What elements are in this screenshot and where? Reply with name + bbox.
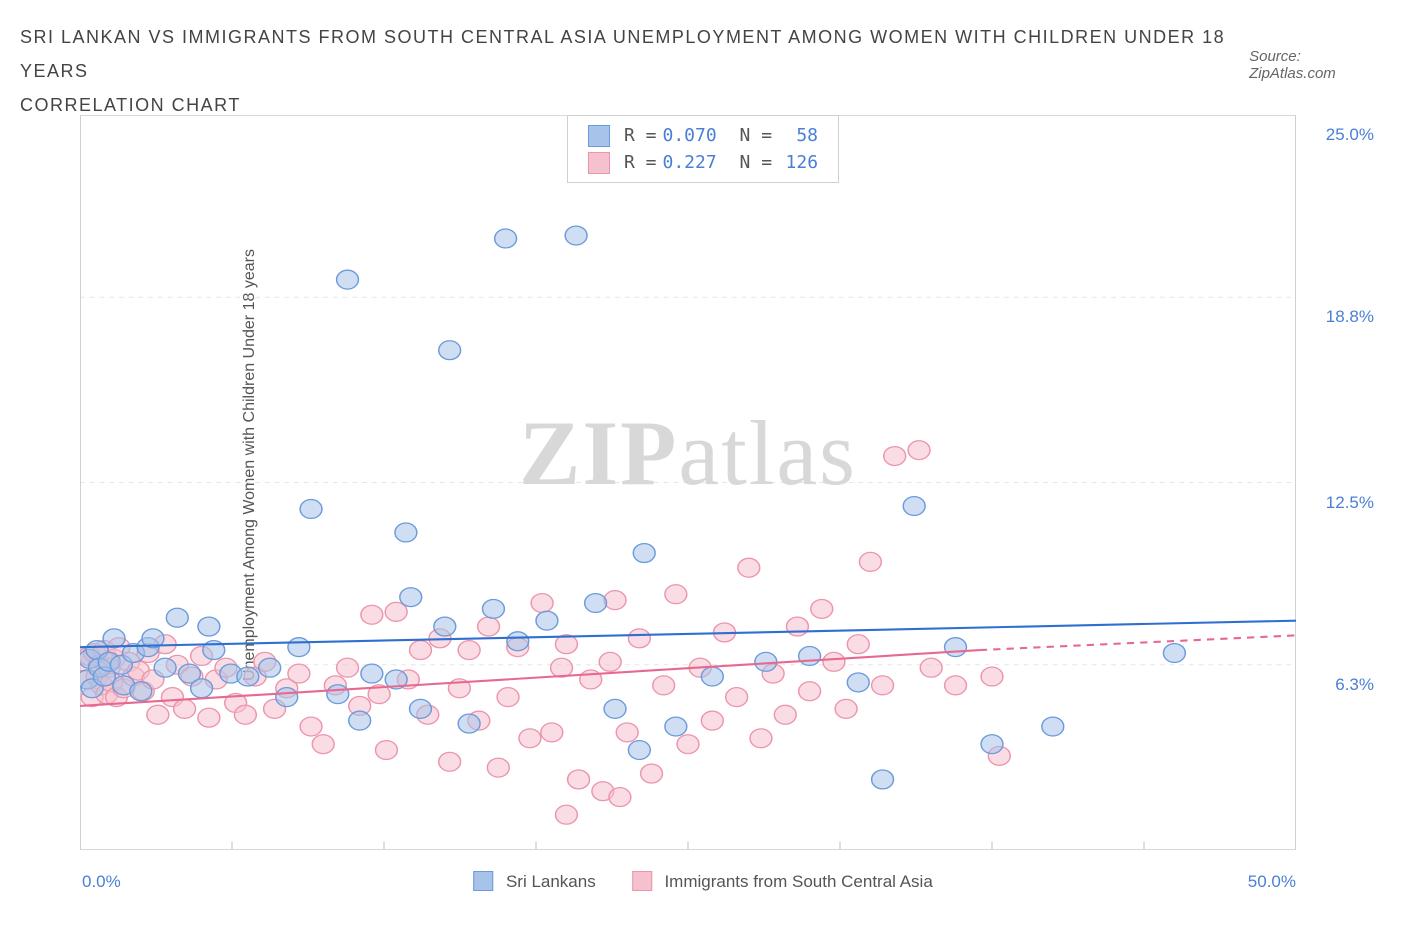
stat-r-label: R = bbox=[624, 122, 657, 149]
stat-r-value-2: 0.227 bbox=[662, 149, 716, 176]
source-label: Source: ZipAtlas.com bbox=[1249, 48, 1386, 82]
stat-r-value-1: 0.070 bbox=[662, 122, 716, 149]
y-tick-label: 6.3% bbox=[1335, 675, 1374, 695]
stat-n-label: N = bbox=[740, 122, 773, 149]
legend-item-1: Sri Lankans bbox=[473, 871, 596, 892]
stats-row-1: R = 0.070 N = 58 bbox=[588, 122, 818, 149]
scatter-plot-svg bbox=[80, 115, 1296, 850]
y-tick-label: 18.8% bbox=[1326, 307, 1374, 327]
stat-n-value-1: 58 bbox=[778, 122, 818, 149]
stats-row-2: R = 0.227 N = 126 bbox=[588, 149, 818, 176]
stat-n-label-2: N = bbox=[740, 149, 773, 176]
stat-r-label-2: R = bbox=[624, 149, 657, 176]
x-tick-max: 50.0% bbox=[1248, 872, 1296, 892]
legend-item-2: Immigrants from South Central Asia bbox=[632, 871, 933, 892]
legend-swatch-1 bbox=[473, 871, 493, 891]
y-tick-label: 12.5% bbox=[1326, 493, 1374, 513]
chart-container: SRI LANKAN VS IMMIGRANTS FROM SOUTH CENT… bbox=[20, 20, 1386, 910]
y-tick-label: 25.0% bbox=[1326, 125, 1374, 145]
legend-label-2: Immigrants from South Central Asia bbox=[664, 872, 932, 891]
bottom-legend: Sri Lankans Immigrants from South Centra… bbox=[473, 871, 933, 892]
stat-n-value-2: 126 bbox=[778, 149, 818, 176]
stats-legend-box: R = 0.070 N = 58 R = 0.227 N = 126 bbox=[567, 115, 839, 183]
title-row: SRI LANKAN VS IMMIGRANTS FROM SOUTH CENT… bbox=[20, 20, 1386, 123]
swatch-series-1 bbox=[588, 125, 610, 147]
chart-title: SRI LANKAN VS IMMIGRANTS FROM SOUTH CENT… bbox=[20, 20, 1249, 123]
legend-swatch-2 bbox=[632, 871, 652, 891]
swatch-series-2 bbox=[588, 152, 610, 174]
legend-label-1: Sri Lankans bbox=[506, 872, 596, 891]
title-line-2: CORRELATION CHART bbox=[20, 95, 241, 115]
title-line-1: SRI LANKAN VS IMMIGRANTS FROM SOUTH CENT… bbox=[20, 27, 1225, 81]
x-tick-min: 0.0% bbox=[82, 872, 121, 892]
plot-area: ZIPatlas bbox=[80, 115, 1296, 850]
